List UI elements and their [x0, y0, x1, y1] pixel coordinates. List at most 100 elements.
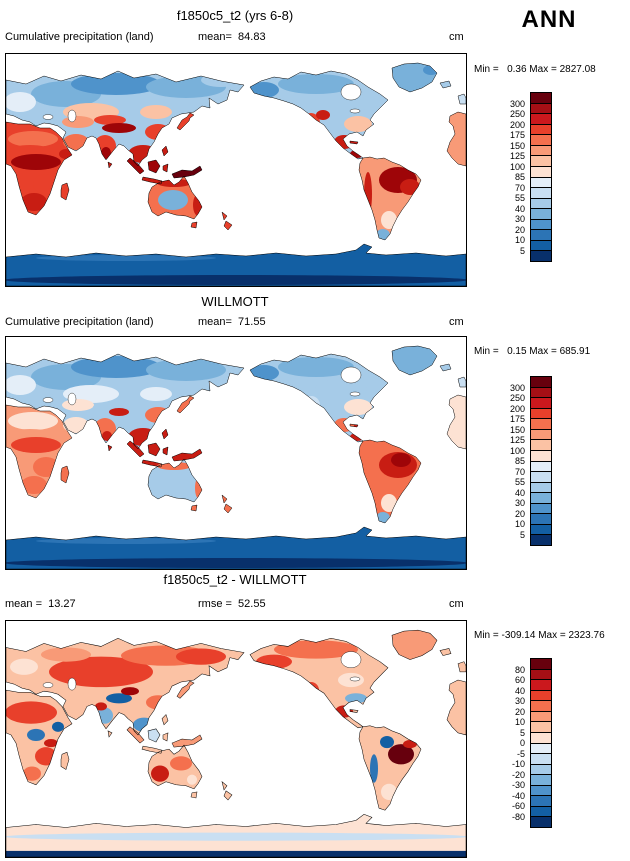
panel3-colorbar: 80 60 40 30 20 10 5 0 -5 -10 -20 -30 -40 -60 -80 [512, 658, 552, 828]
colorbar-tick-label: 5 [519, 727, 525, 738]
colorbar-tick-label: 175 [509, 130, 525, 140]
colorbar-cell [531, 377, 551, 387]
colorbar-tick-label: 40 [514, 487, 525, 498]
colorbar-tick-label: 100 [509, 161, 525, 172]
colorbar-tick-label: 85 [514, 172, 525, 182]
colorbar-cell [531, 481, 551, 493]
colorbar-tick-label: 40 [514, 685, 525, 696]
colorbar-cell [531, 407, 551, 419]
panel1-world-map [6, 62, 466, 286]
colorbar-tick-label: 70 [514, 182, 525, 193]
colorbar-tick-label: -30 [511, 780, 525, 790]
panel1-field-label: Cumulative precipitation (land) [5, 31, 154, 43]
colorbar-tick-label: 300 [509, 98, 525, 109]
colorbar-tick-label: -5 [516, 748, 525, 759]
colorbar-cell [531, 513, 551, 524]
colorbar-tick-label: 100 [509, 445, 525, 456]
panel1-minmax-label: Min = 0.36 Max = 2827.08 [474, 64, 596, 75]
colorbar-tick-label: 30 [514, 498, 525, 508]
field-patches [6, 356, 466, 568]
panel1-map [5, 53, 467, 287]
colorbar-tick-label: 10 [514, 717, 525, 727]
coastlines [6, 62, 466, 286]
colorbar-tick-label: 0 [519, 738, 525, 748]
colorbar-cell [531, 534, 551, 545]
colorbar-tick-label: 30 [514, 214, 525, 224]
colorbar-cell [531, 492, 551, 503]
colorbar-tick-label: 5 [519, 529, 525, 540]
colorbar-tick-label: 20 [514, 706, 525, 717]
colorbar-cell [531, 763, 551, 775]
colorbar-cell [531, 502, 551, 514]
colorbar-tick-label: 55 [514, 477, 525, 487]
colorbar-cell [531, 700, 551, 711]
colorbar-cell [531, 187, 551, 198]
colorbar-cell [531, 731, 551, 743]
panel2-minmax-label: Min = 0.15 Max = 685.91 [474, 346, 591, 357]
colorbar-cell [531, 471, 551, 482]
panel1-title: f1850c5_t2 (yrs 6-8) [176, 8, 294, 23]
panel3-rmse-value: rmse = 52.55 [198, 598, 266, 610]
coastlines [6, 345, 466, 569]
colorbar-cell [531, 102, 551, 114]
colorbar-tick-label: 20 [514, 224, 525, 235]
colorbar-tick-label: 150 [509, 424, 525, 435]
colorbar-tick-label: -20 [511, 769, 525, 780]
colorbar-cell [531, 449, 551, 461]
colorbar-tick-label: 80 [514, 664, 525, 675]
colorbar-cell [531, 229, 551, 240]
panel2-units-label: cm [449, 316, 464, 328]
colorbar-cell [531, 668, 551, 680]
colorbar-cell [531, 659, 551, 669]
colorbar-tick-label: -60 [511, 801, 525, 811]
panel1-colorbar: 300 250 200 175 150 125 100 85 70 55 40 30 20 10 5 [510, 92, 552, 262]
panel2-title: WILLMOTT [201, 294, 269, 309]
colorbar-tick-label: 300 [509, 382, 525, 393]
colorbar-tick-label: 5 [519, 245, 525, 256]
colorbar-tick-label: 175 [509, 414, 525, 424]
field-patches [6, 65, 466, 285]
colorbar-tick-label: -80 [511, 811, 525, 822]
colorbar-tick-label: 250 [509, 109, 525, 119]
colorbar-cell [531, 155, 551, 166]
colorbar-cell [531, 218, 551, 230]
colorbar-cell [531, 134, 551, 145]
colorbar-cell [531, 816, 551, 827]
colorbar-tick-label: 30 [514, 696, 525, 706]
colorbar-tick-label: 150 [509, 140, 525, 151]
panel2-field-label: Cumulative precipitation (land) [5, 316, 154, 328]
colorbar-tick-label: -10 [511, 759, 525, 769]
colorbar-tick-label: 60 [514, 675, 525, 685]
panel2-mean-value: mean= 71.55 [198, 316, 266, 328]
colorbar-cell [531, 418, 551, 429]
colorbar-tick-label: 200 [509, 403, 525, 414]
panel2-world-map [6, 345, 466, 569]
colorbar-cell [531, 523, 551, 535]
colorbar-cell [531, 239, 551, 251]
colorbar-cell [531, 386, 551, 398]
colorbar-tick-label: 125 [509, 435, 525, 445]
colorbar-cell [531, 439, 551, 450]
colorbar-tick-label: 10 [514, 519, 525, 529]
colorbar-tick-label: 20 [514, 508, 525, 519]
colorbar-cell [531, 784, 551, 796]
colorbar-cell [531, 774, 551, 785]
season-label: ANN [521, 6, 577, 33]
panel3-map [5, 620, 467, 858]
colorbar-cell [531, 93, 551, 103]
colorbar-cell [531, 176, 551, 188]
colorbar-cell [531, 165, 551, 177]
colorbar-cell [531, 397, 551, 408]
colorbar-cell [531, 197, 551, 209]
colorbar-tick-label: 40 [514, 203, 525, 214]
panel3-title: f1850c5_t2 - WILLMOTT [163, 572, 307, 587]
colorbar-cell [531, 710, 551, 722]
colorbar-tick-label: 85 [514, 456, 525, 466]
colorbar-cell [531, 679, 551, 690]
colorbar-cell [531, 113, 551, 124]
colorbar-tick-label: 10 [514, 235, 525, 245]
panel3-mean-value: mean = 13.27 [5, 598, 76, 610]
coastlines [6, 629, 466, 857]
colorbar-cell [531, 689, 551, 701]
colorbar-cell [531, 208, 551, 219]
